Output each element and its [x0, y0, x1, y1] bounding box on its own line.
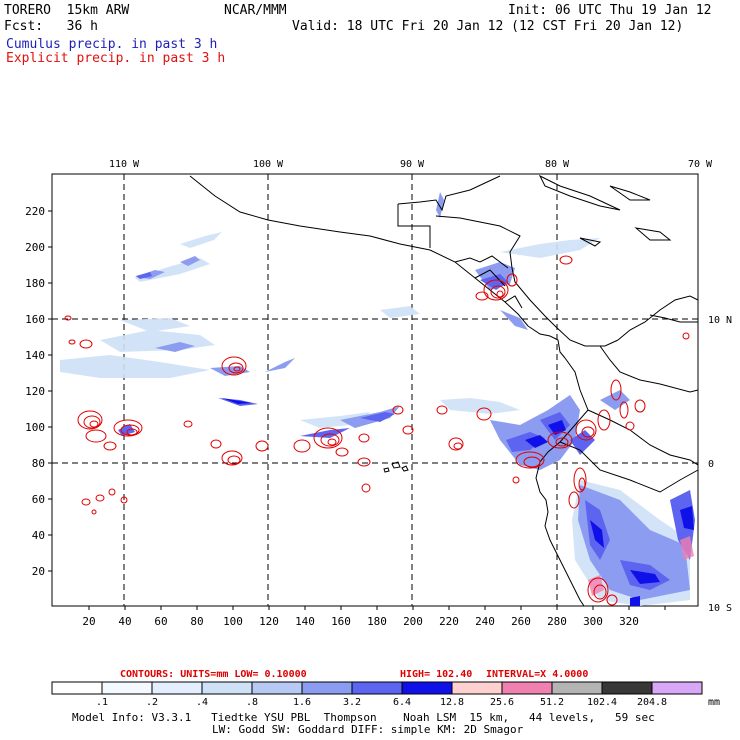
axis-ticks	[48, 210, 666, 610]
x-tick-label: 60	[154, 615, 167, 628]
x-tick-label: 320	[619, 615, 639, 628]
cumulus-precip-shading	[60, 192, 695, 606]
colorbar-label: 51.2	[540, 697, 564, 708]
longitude-label: 70 W	[688, 159, 713, 170]
init-time: Init: 06 UTC Thu 19 Jan 12	[508, 3, 712, 18]
model-info-line: Model Info: V3.3.1 Tiedtke YSU PBL Thomp…	[72, 711, 655, 724]
contour-info-high: HIGH= 102.40	[400, 669, 472, 680]
colorbar-cell	[651, 681, 703, 695]
y-tick-label: 40	[32, 529, 45, 542]
org-label: NCAR/MMM	[224, 3, 287, 18]
y-tick-label: 180	[25, 277, 45, 290]
y-tick-label: 100	[25, 421, 45, 434]
colorbar-cell	[601, 681, 653, 695]
x-tick-label: 180	[367, 615, 387, 628]
colorbar-label: 6.4	[393, 697, 411, 708]
model-title: TORERO 15km ARW	[4, 3, 130, 18]
colorbar-label: 25.6	[490, 697, 514, 708]
colorbar-cell	[251, 681, 303, 695]
longitude-labels: 110 W 100 W 90 W 80 W 70 W	[109, 159, 713, 170]
colorbar-label: 12.8	[440, 697, 464, 708]
physics-info-line: LW: Godd SW: Goddard DIFF: simple KM: 2D…	[212, 723, 524, 736]
precip-map: 20 40 60 80 100 120 140 160 180 200 220 …	[25, 159, 732, 628]
x-tick-label: 40	[118, 615, 131, 628]
valid-time: Valid: 18 UTC Fri 20 Jan 12 (12 CST Fri …	[292, 19, 684, 34]
colorbar-cell	[501, 681, 553, 695]
latitude-label: 0	[708, 459, 714, 470]
y-tick-label: 160	[25, 313, 45, 326]
x-tick-label: 80	[190, 615, 203, 628]
latitude-label: 10 S	[708, 603, 732, 614]
colorbar-cell	[401, 681, 453, 695]
colorbar-label: 102.4	[587, 697, 617, 708]
contour-info-interval: INTERVAL=X 4.0000	[486, 669, 588, 680]
latitude-label: 10 N	[708, 315, 732, 326]
x-tick-label: 20	[82, 615, 95, 628]
colorbar-label: .2	[146, 697, 158, 708]
colorbar-cell	[551, 681, 603, 695]
colorbar-label: .4	[196, 697, 208, 708]
y-tick-label: 80	[32, 457, 45, 470]
x-tick-label: 260	[511, 615, 531, 628]
colorbar-label: 204.8	[637, 697, 667, 708]
longitude-label: 100 W	[253, 159, 284, 170]
longitude-label: 110 W	[109, 159, 140, 170]
x-tick-label: 280	[547, 615, 567, 628]
x-tick-label: 240	[475, 615, 495, 628]
colorbar-cell	[151, 681, 203, 695]
longitude-label: 90 W	[400, 159, 425, 170]
x-tick-label: 160	[331, 615, 351, 628]
x-tick-label: 140	[295, 615, 315, 628]
forecast-hour: Fcst: 36 h	[4, 19, 98, 34]
x-tick-label: 100	[223, 615, 243, 628]
y-tick-label: 200	[25, 241, 45, 254]
y-tick-label: 140	[25, 349, 45, 362]
y-tick-label: 20	[32, 565, 45, 578]
colorbar-cell	[351, 681, 403, 695]
longitude-label: 80 W	[545, 159, 570, 170]
colorbar-cell	[101, 681, 153, 695]
colorbar-cell	[451, 681, 503, 695]
colorbar-label: .1	[96, 697, 108, 708]
x-tick-label: 300	[583, 615, 603, 628]
explicit-precip-contours	[64, 255, 690, 606]
cumulus-precip-label: Cumulus precip. in past 3 h	[6, 37, 218, 52]
colorbar-cell	[201, 681, 253, 695]
x-tick-labels: 20 40 60 80 100 120 140 160 180 200 220 …	[82, 615, 639, 628]
colorbar: .1.2.4.8 1.6 3.2 6.4 12.8 25.6 51.2 102.4 204.8 …	[51, 681, 720, 708]
colorbar-label: 3.2	[343, 697, 361, 708]
latitude-labels: 10 N 0 10 S	[708, 315, 732, 614]
colorbar-unit: mm	[708, 697, 720, 708]
colorbar-cell	[51, 681, 103, 695]
x-tick-label: 120	[259, 615, 279, 628]
explicit-precip-label: Explicit precip. in past 3 h	[6, 51, 226, 66]
contour-info: CONTOURS: UNITS=mm LOW= 0.10000 HIGH= 10…	[120, 669, 588, 680]
contour-info-contours: CONTOURS: UNITS=mm LOW= 0.10000	[120, 669, 307, 680]
colorbar-label: .8	[246, 697, 258, 708]
y-tick-label: 220	[25, 205, 45, 218]
x-tick-label: 200	[403, 615, 423, 628]
y-tick-labels: 20 40 60 80 100 120 140 160 180 200 220	[25, 205, 45, 578]
y-tick-label: 120	[25, 385, 45, 398]
colorbar-cell	[301, 681, 353, 695]
x-tick-label: 220	[439, 615, 459, 628]
colorbar-label: 1.6	[293, 697, 311, 708]
y-tick-label: 60	[32, 493, 45, 506]
